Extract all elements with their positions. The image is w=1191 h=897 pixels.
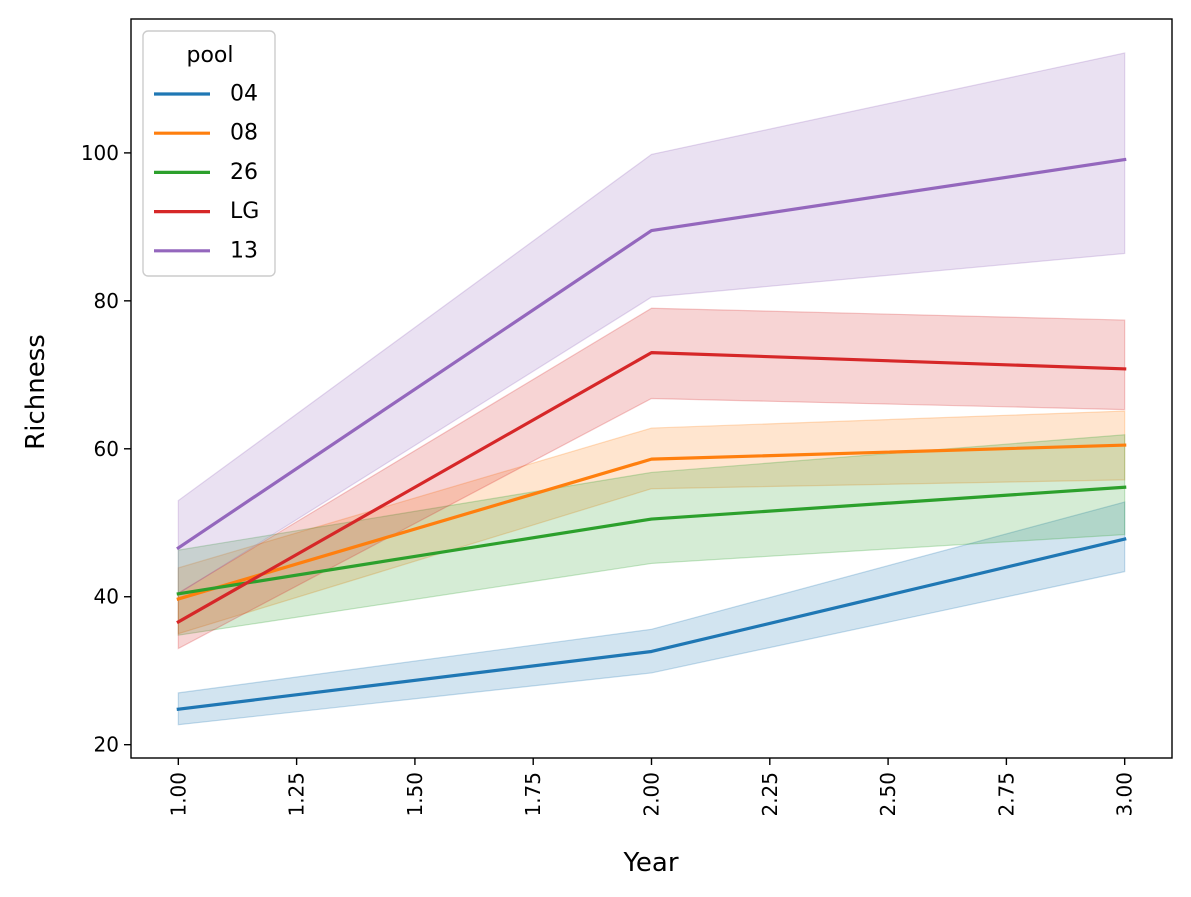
x-tick-label: 1.25 bbox=[285, 772, 309, 817]
ci-band-04 bbox=[177, 501, 1126, 726]
x-tick-label: 1.50 bbox=[403, 772, 427, 817]
series-line-13 bbox=[176, 157, 1127, 551]
ci-band-08 bbox=[177, 410, 1126, 635]
series-lines bbox=[176, 157, 1127, 711]
x-tick-label: 1.00 bbox=[166, 772, 190, 817]
series-line-26 bbox=[176, 485, 1127, 596]
x-tick-label: 2.00 bbox=[640, 772, 664, 817]
x-tick-label: 2.75 bbox=[994, 772, 1018, 817]
legend-label-13: 13 bbox=[230, 238, 258, 263]
series-line-04 bbox=[176, 537, 1127, 711]
x-axis-ticks: 1.00 1.25 1.50 1.75 2.00 2.25 2.50 2.75 3.00 bbox=[166, 758, 1137, 817]
x-tick-label: 2.25 bbox=[758, 772, 782, 817]
legend-label-08: 08 bbox=[230, 121, 258, 146]
legend-label-04: 04 bbox=[230, 82, 258, 107]
x-axis-label: Year bbox=[622, 848, 678, 878]
ci-band-26 bbox=[177, 434, 1126, 636]
y-tick-label: 20 bbox=[94, 733, 119, 757]
x-tick-label: 1.75 bbox=[521, 772, 545, 817]
ci-band-LG bbox=[177, 307, 1126, 650]
x-tick-label: 3.00 bbox=[1113, 772, 1137, 817]
legend-box bbox=[142, 30, 276, 277]
legend-label-LG: LG bbox=[230, 199, 259, 224]
legend-label-26: 26 bbox=[230, 160, 258, 185]
y-axis-ticks: 20 40 60 80 100 bbox=[81, 141, 131, 757]
legend-title: pool bbox=[187, 43, 234, 68]
y-tick-label: 80 bbox=[94, 289, 119, 313]
y-tick-label: 40 bbox=[94, 585, 119, 609]
x-tick-label: 2.50 bbox=[876, 772, 900, 817]
series-line-LG bbox=[176, 351, 1127, 625]
y-tick-label: 60 bbox=[94, 437, 119, 461]
y-axis-label: Richness bbox=[21, 334, 51, 450]
y-tick-label: 100 bbox=[81, 141, 119, 165]
legend: pool 04 08 26 LG 13 bbox=[142, 30, 276, 277]
legend-items: 04 08 26 LG 13 bbox=[154, 82, 259, 263]
series-line-08 bbox=[176, 443, 1127, 601]
